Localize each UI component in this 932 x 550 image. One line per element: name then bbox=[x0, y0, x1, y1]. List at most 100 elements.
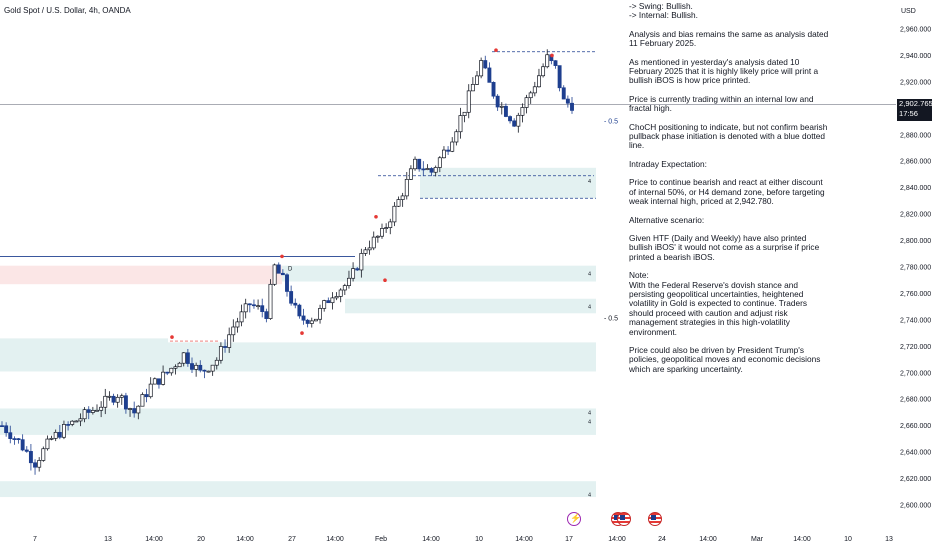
candle-body bbox=[470, 84, 475, 92]
candle-body bbox=[516, 114, 521, 127]
candle-body bbox=[446, 149, 451, 152]
candle-body bbox=[111, 395, 116, 403]
candle-body bbox=[371, 236, 376, 249]
candle-body bbox=[458, 115, 463, 133]
candle-body bbox=[16, 438, 21, 441]
candle-body bbox=[181, 352, 186, 364]
candle-body bbox=[198, 364, 203, 371]
candle-body bbox=[380, 228, 384, 237]
candle-body bbox=[95, 409, 99, 412]
time-axis: 7 13 14:00 20 14:00 27 14:00 Feb 14:00 10 14:00 17 1… bbox=[0, 530, 932, 550]
candle-body bbox=[462, 111, 467, 116]
price-tick-label: 2,600.000 bbox=[900, 503, 931, 510]
candle-body bbox=[528, 92, 533, 99]
candle-body bbox=[404, 179, 409, 197]
candle-body bbox=[400, 195, 405, 200]
time-tick-label: 13 bbox=[104, 536, 112, 543]
candle-body bbox=[115, 396, 120, 403]
swing-marker bbox=[383, 278, 387, 283]
time-tick-label: 14:00 bbox=[608, 536, 626, 543]
time-tick-label: 13 bbox=[885, 536, 893, 543]
candle-body bbox=[37, 460, 42, 468]
time-tick-label: 7 bbox=[33, 536, 37, 543]
price-tick-label: 2,700.000 bbox=[900, 370, 931, 377]
candle-body bbox=[33, 462, 37, 468]
candle-body bbox=[454, 131, 459, 143]
candle-body bbox=[491, 82, 496, 97]
zone-marker: 4 bbox=[588, 305, 591, 311]
candle-body bbox=[78, 418, 83, 422]
time-tick-label: 14:00 bbox=[326, 536, 344, 543]
candle-body bbox=[318, 308, 322, 320]
candle-body bbox=[53, 431, 58, 439]
symbol-title[interactable]: Gold Spot / U.S. Dollar, 4h, OANDA bbox=[4, 6, 131, 15]
last-price-value: 2,902.765 bbox=[899, 99, 932, 108]
candle-body bbox=[252, 304, 256, 307]
price-tick-label: 2,940.000 bbox=[900, 53, 931, 60]
candle-body bbox=[512, 120, 517, 127]
candle-body bbox=[363, 249, 368, 254]
candle-body bbox=[123, 395, 128, 410]
candle-body bbox=[264, 311, 269, 319]
candle-body bbox=[107, 395, 112, 398]
candle-body bbox=[334, 296, 339, 299]
candle-body bbox=[169, 367, 174, 374]
candle-body bbox=[272, 264, 277, 285]
analysis-line: ChoCH positioning to indicate, but not c… bbox=[629, 121, 828, 151]
price-tick-label: 2,620.000 bbox=[900, 476, 931, 483]
price-tick-label: 2,740.000 bbox=[900, 317, 931, 324]
candle-body bbox=[148, 383, 153, 398]
candle-body bbox=[508, 116, 512, 122]
candle-body bbox=[384, 227, 389, 229]
candle-body bbox=[103, 395, 108, 408]
candle-body bbox=[330, 297, 335, 304]
d-marker: D bbox=[288, 266, 293, 272]
analysis-line: Analysis and bias remains the same as an… bbox=[629, 28, 829, 49]
candle-body bbox=[218, 346, 223, 361]
candle-body bbox=[99, 406, 104, 411]
annotation-layer: - 0.5 - 0.5 D 4 4 4 4 4 4 bbox=[170, 48, 618, 498]
candle-body bbox=[119, 395, 124, 398]
candle-body bbox=[235, 321, 240, 328]
candle-body bbox=[260, 305, 265, 312]
candle-body bbox=[545, 54, 550, 68]
candle-body bbox=[231, 326, 236, 336]
candle-body bbox=[351, 268, 356, 279]
candle-body bbox=[74, 420, 79, 423]
lightning-icon[interactable] bbox=[567, 512, 581, 526]
candle-body bbox=[301, 315, 306, 321]
candle-body bbox=[57, 431, 62, 438]
candle-body bbox=[338, 289, 343, 297]
candle-body bbox=[70, 420, 75, 425]
candle-body bbox=[483, 60, 488, 69]
candle-body bbox=[557, 65, 562, 89]
candle-body bbox=[309, 320, 314, 324]
time-tick-label: 10 bbox=[844, 536, 852, 543]
candle-body bbox=[475, 75, 479, 85]
analysis-line: As mentioned in yesterday's analysis dat… bbox=[629, 56, 819, 86]
candle-body bbox=[268, 283, 273, 319]
candle-body bbox=[173, 366, 178, 369]
candle-body bbox=[185, 352, 190, 364]
us-flag-icon[interactable] bbox=[617, 512, 631, 526]
fib-50-label: - 0.5 bbox=[604, 119, 618, 126]
analysis-note: Note: With the Federal Reserve's dovish … bbox=[629, 270, 808, 337]
candle-body bbox=[537, 75, 541, 88]
candle-body bbox=[375, 235, 380, 238]
candle-body bbox=[570, 102, 574, 111]
us-flag-icon[interactable] bbox=[648, 512, 662, 526]
candle-body bbox=[388, 221, 393, 228]
candle-body bbox=[396, 199, 401, 207]
candle-body bbox=[86, 409, 91, 413]
time-tick-label: 20 bbox=[197, 536, 205, 543]
demand-zone bbox=[282, 265, 596, 282]
zone-marker: 4 bbox=[588, 272, 591, 278]
swing-marker bbox=[550, 53, 554, 58]
time-tick-label: 27 bbox=[288, 536, 296, 543]
candle-body bbox=[140, 394, 145, 407]
candle-body bbox=[202, 369, 207, 372]
candle-body bbox=[466, 90, 471, 113]
candle-body bbox=[293, 302, 298, 306]
analysis-line: Given HTF (Daily and Weekly) have also p… bbox=[629, 232, 820, 262]
